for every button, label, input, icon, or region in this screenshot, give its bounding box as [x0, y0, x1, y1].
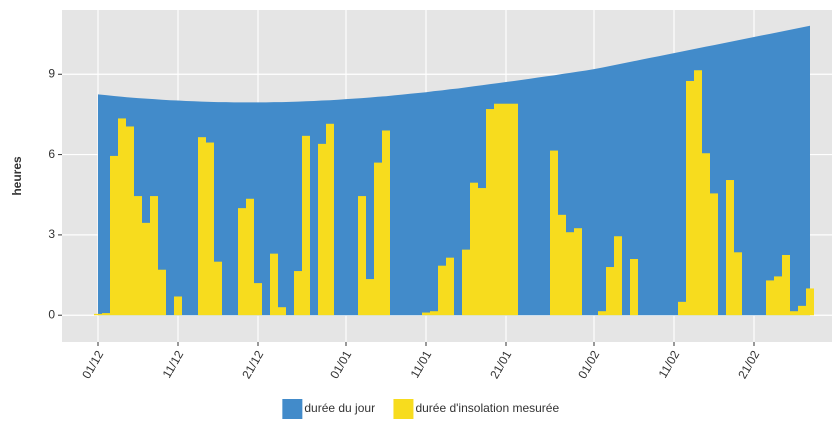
bar — [694, 70, 702, 316]
bar — [438, 265, 446, 316]
x-tick-label: 21/02 — [735, 348, 762, 381]
bar — [566, 232, 574, 316]
bar — [558, 214, 566, 316]
bar — [214, 261, 222, 316]
bar — [462, 249, 470, 316]
bar — [702, 153, 710, 316]
y-tick-label: 0 — [48, 307, 55, 321]
bar — [478, 188, 486, 316]
bar — [630, 259, 638, 316]
x-tick-label: 21/12 — [239, 348, 266, 381]
bar — [198, 137, 206, 316]
bar — [574, 228, 582, 316]
bar — [502, 103, 510, 316]
bar — [678, 301, 686, 316]
bar — [254, 283, 262, 316]
bar — [710, 193, 718, 316]
bar — [774, 276, 782, 316]
bar — [374, 162, 382, 316]
bar — [806, 288, 814, 316]
x-tick-label: 01/12 — [79, 348, 106, 381]
bar — [614, 236, 622, 316]
legend-key — [393, 399, 414, 419]
bar — [126, 126, 134, 316]
x-tick-label: 11/02 — [656, 348, 683, 381]
y-tick-label: 9 — [48, 66, 55, 80]
bar — [150, 196, 158, 316]
bar — [782, 254, 790, 316]
x-tick-label: 11/01 — [408, 348, 435, 381]
x-tick-label: 21/01 — [487, 348, 514, 381]
bar — [470, 182, 478, 316]
bar — [142, 222, 150, 316]
bar — [494, 103, 502, 316]
area — [98, 25, 810, 316]
bar — [358, 196, 366, 316]
bar — [446, 257, 454, 316]
bar — [246, 198, 254, 316]
bar — [102, 313, 110, 316]
x-tick-label: 11/12 — [160, 348, 187, 381]
bar — [686, 80, 694, 316]
bar — [294, 271, 302, 316]
bar — [598, 311, 606, 316]
bar — [326, 123, 334, 316]
bar — [302, 135, 310, 316]
bar — [766, 280, 774, 316]
bar — [790, 311, 798, 316]
y-tick-label: 3 — [48, 227, 55, 241]
bar — [110, 155, 118, 316]
legend-label: durée d'insolation mesurée — [415, 401, 559, 415]
bar — [606, 267, 614, 316]
x-tick-label: 01/02 — [575, 348, 602, 381]
bar — [366, 279, 374, 316]
bar — [550, 150, 558, 316]
y-tick-label: 6 — [48, 147, 55, 161]
bar — [382, 130, 390, 316]
bar — [118, 118, 126, 316]
bar — [798, 305, 806, 316]
bar — [430, 311, 438, 316]
bar — [486, 109, 494, 316]
bar — [734, 252, 742, 316]
bar — [510, 103, 518, 316]
legend-key — [282, 399, 303, 419]
bar — [278, 307, 286, 316]
bar — [174, 296, 182, 316]
bar — [422, 312, 430, 316]
y-axis-label: heures — [10, 156, 24, 196]
bar — [134, 196, 142, 316]
bar — [238, 208, 246, 316]
bar — [270, 253, 278, 316]
bar — [206, 142, 214, 316]
x-tick-label: 01/01 — [327, 348, 354, 381]
legend-label: durée du jour — [304, 401, 375, 415]
bar — [318, 143, 326, 316]
bar — [158, 269, 166, 316]
bar — [94, 313, 102, 316]
bar — [726, 180, 734, 316]
